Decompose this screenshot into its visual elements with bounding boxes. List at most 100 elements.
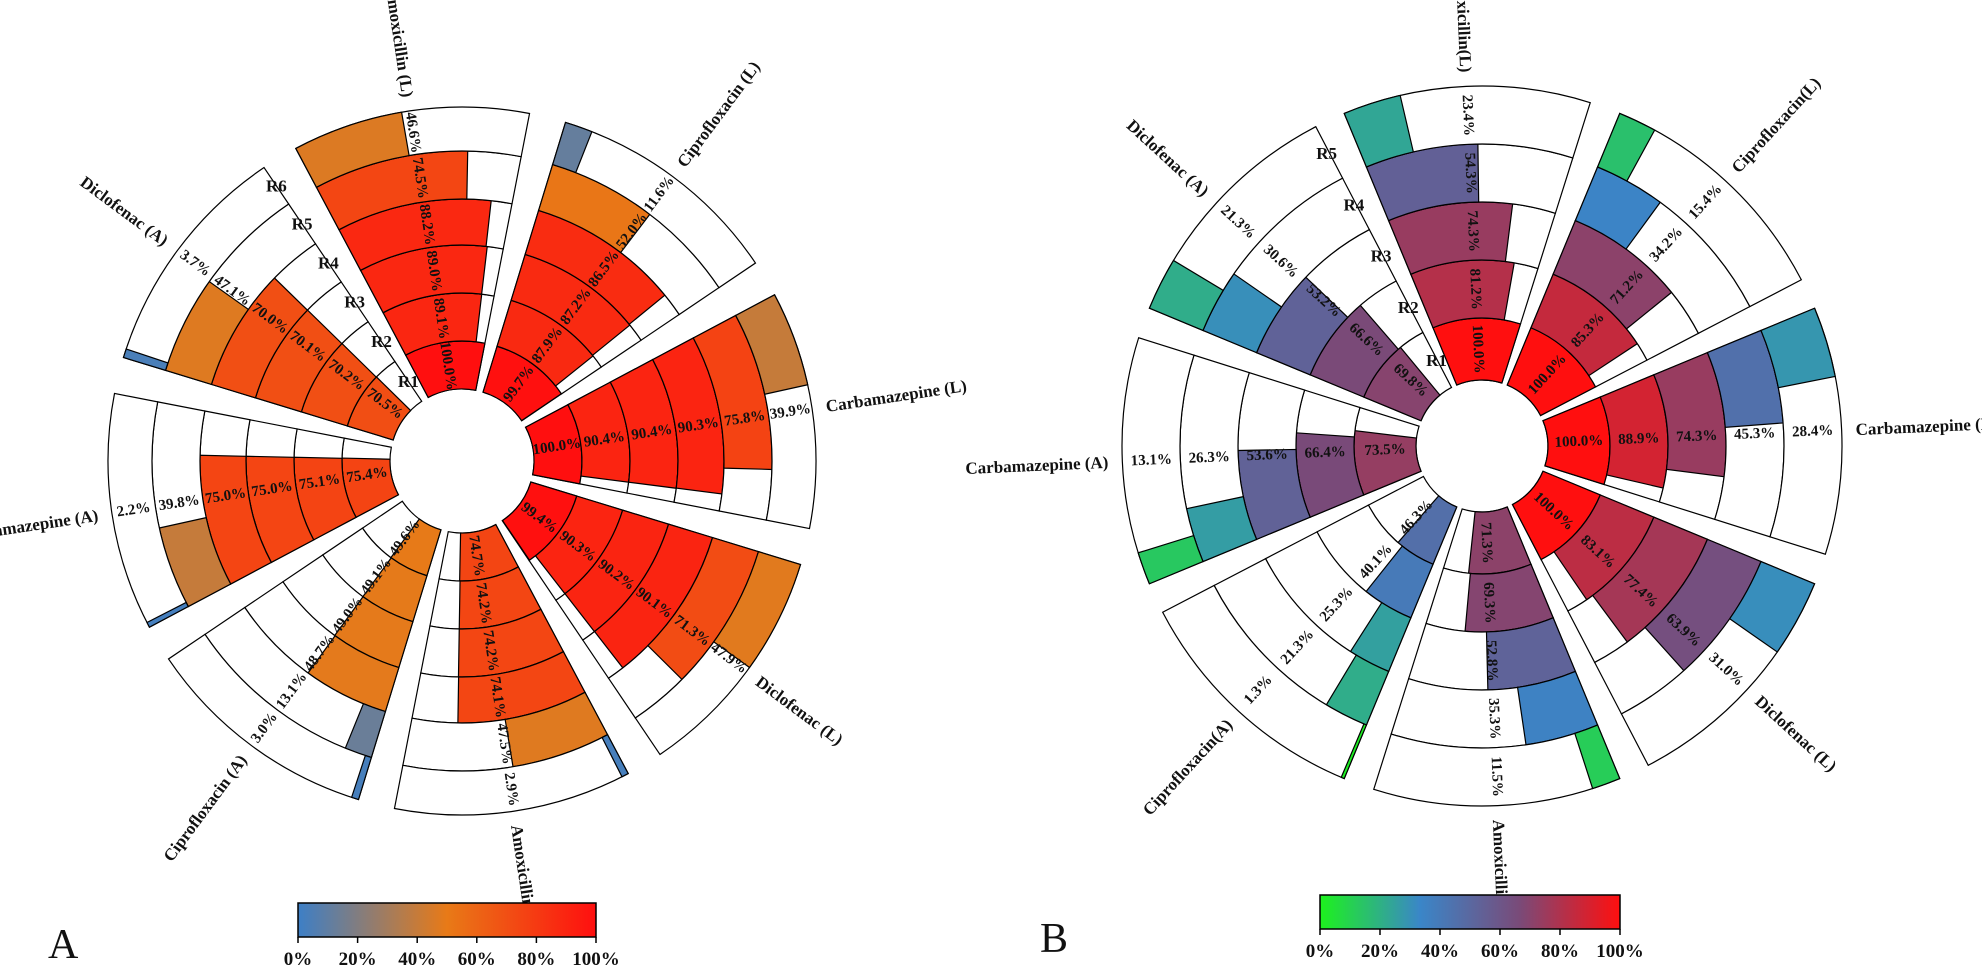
ring-label-r4: R4 [318,253,339,272]
value-label: 88.2% [416,203,438,246]
colorbar-tick-label: 0% [1306,941,1335,962]
sector-label: Ciprofloxacin (A) [160,751,251,865]
value-label: 47.5% [493,722,515,765]
value-label: 39.8% [158,492,201,514]
value-label: 74.5% [409,157,431,200]
ring-label-r1: R1 [1426,351,1447,370]
sector-ciprofloxacin-l: 99.7%87.9%87.2%86.5%52.0%11.6% [482,121,757,422]
value-label: 53.6% [1246,446,1288,464]
value-label: 23.4% [1459,94,1477,136]
value-bar [1137,534,1204,585]
value-bar [122,348,169,372]
value-label: 73.5% [1364,441,1406,459]
value-label: 66.4% [1304,444,1346,462]
panel-b-radial-chart: 100.0% 81.2% 74.3% 54.3% 23.4% Amoxicillin(L)… [965,0,1982,962]
cell-outline [393,733,630,816]
value-label: 74.2% [472,582,494,625]
cell-outline [1161,584,1368,780]
sector-label: Amoxicillin (L) [382,0,417,98]
value-label: 13.1% [1130,452,1172,470]
sector-label: Ciprofloxacin(A) [1139,715,1236,819]
value-label: 74.1% [486,676,508,719]
value-label: 2.9% [501,771,522,807]
value-label: 75.4% [345,464,388,486]
value-label: 74.2% [479,629,501,672]
sector-label: Carbamazepine (A) [0,506,99,546]
value-label: 46.6% [402,111,424,154]
value-label: 100.0% [532,435,583,458]
value-bar [146,601,190,629]
value-label: 28.4% [1792,423,1834,441]
ring-label-r5: R5 [1316,144,1337,163]
ring-label-r4: R4 [1343,195,1364,214]
colorbar-tick-label: 0% [284,949,313,970]
cell-outline [1372,724,1621,807]
sector-amoxicillin-a: 74.7% 74.2% 74.2% 74.1% 47.5% 2.9% [393,523,630,816]
sector-amoxicillin-l: 100.0% 81.2% 74.3% 54.3% 23.4% [1343,85,1592,386]
sector-diclofenac-l: 100.0%83.1%77.4%63.9%31.0% [1511,470,1816,767]
value-label: 52.8% [1482,640,1500,682]
sector-label: Carbamazepine (L) [825,376,968,416]
sector-label: Diclofenac (A) [1123,116,1213,200]
value-bar [712,550,802,669]
sector-amoxicillin-a: 71.3% 69.3% 52.8% 35.3% 11.5% [1372,506,1621,807]
sector-ciprofloxacin-l: 100.0%85.3%71.2%34.2%15.4% [1506,112,1803,417]
sector-carbamazepine-l: 100.0% 88.9% 74.3% 45.3% 28.4% [1542,307,1843,556]
colorbar-tick-label: 100% [1596,941,1644,962]
sector-label: Amoxicillin(L) [1452,0,1476,73]
colorbar-tick-label: 20% [1361,941,1399,962]
cell-outline [1596,112,1803,308]
value-label: 90.4% [583,429,626,451]
sector-label: Diclofenac (L) [752,672,846,749]
value-label: 89.0% [423,250,445,293]
colorbar-tick-label: 40% [1421,941,1459,962]
cell-outline [551,121,757,289]
value-label: 69.3% [1480,582,1498,624]
sector-label: Diclofenac (L) [1751,692,1840,776]
sector-ciprofloxacin-a: 46.3%40.1%25.3%21.3%1.3% [1161,475,1458,780]
value-bar [1410,259,1515,329]
colorbar-tick-label: 60% [1481,941,1519,962]
value-bar [734,293,809,395]
colorbar-tick-label: 20% [339,949,377,970]
value-label: 100.0% [1469,324,1487,373]
colorbar-tick-label: 40% [398,949,436,970]
value-label: 89.1% [430,297,452,340]
value-label: 54.3% [1461,152,1479,194]
value-label: 74.7% [465,534,487,577]
ring-label-r2: R2 [1398,298,1419,317]
colorbar-gradient [1319,894,1621,930]
value-bar [1343,94,1415,168]
ring-label-r6: R6 [266,176,287,195]
ring-label-r1: R1 [398,372,419,391]
value-label: 90.4% [630,422,673,444]
value-label: 11.5% [1488,756,1506,797]
value-label: 39.9% [769,401,812,423]
value-bar [1340,723,1368,780]
sector-carbamazepine-a: 75.4%75.1%75.0%75.0%39.8%2.2% [107,392,400,629]
value-bar [551,121,593,174]
value-label: 2.2% [116,500,152,521]
value-label: 90.3% [677,415,720,437]
cell-outline [167,633,373,801]
ring-label-r5: R5 [292,214,313,233]
value-label: 75.0% [204,485,247,507]
colorbar-gradient [297,902,597,938]
value-label: 74.3% [1464,210,1482,252]
value-label: 74.3% [1676,428,1718,446]
value-label: 75.1% [298,471,341,493]
sector-label: Ciprofloxacin(L) [1728,74,1825,177]
sector-diclofenac-a: 69.8%66.6%53.2%30.6%21.3% [1148,125,1453,422]
cell-outline [107,392,190,629]
value-label: 71.3% [1477,522,1495,564]
value-label: 88.9% [1618,430,1660,448]
sector-diclofenac-a: 70.5%70.2%70.1%70.0%47.1%3.7% [122,166,423,441]
cell-outline [1121,336,1204,585]
ring-label-r3: R3 [1371,247,1392,266]
sector-carbamazepine-l: 100.0% 90.4% 90.4% 90.3% 75.8% 39.9% [524,293,817,530]
ring-label-r2: R2 [371,332,392,351]
colorbar: 0% 20% 40% 60% 80% 100% [284,902,620,970]
value-label: 45.3% [1734,425,1776,443]
ring-label-r3: R3 [344,292,365,311]
